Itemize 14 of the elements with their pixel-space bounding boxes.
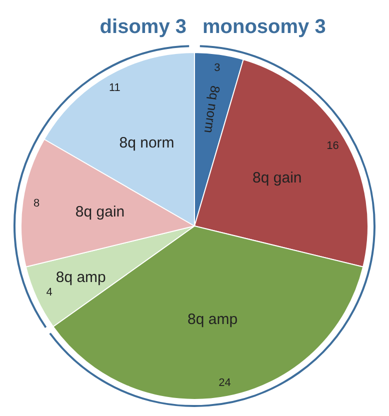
data-label: 16 [326,140,339,152]
data-label: 24 [218,376,231,389]
slice-label: 8q gain [252,169,302,186]
data-label: 3 [214,62,220,74]
data-label: 4 [46,286,52,298]
slice-label: 8q gain [75,204,125,221]
slice-label: 8q norm [119,134,174,152]
slice-label: 8q amp [56,269,106,286]
text: disomy 3 [100,16,186,39]
data-label: 8 [33,197,40,210]
data-label: 11 [108,82,120,94]
slice-label: 8q norm [201,84,224,134]
text: monosomy 3 [202,16,326,39]
slice-label: 8q amp [188,310,238,328]
